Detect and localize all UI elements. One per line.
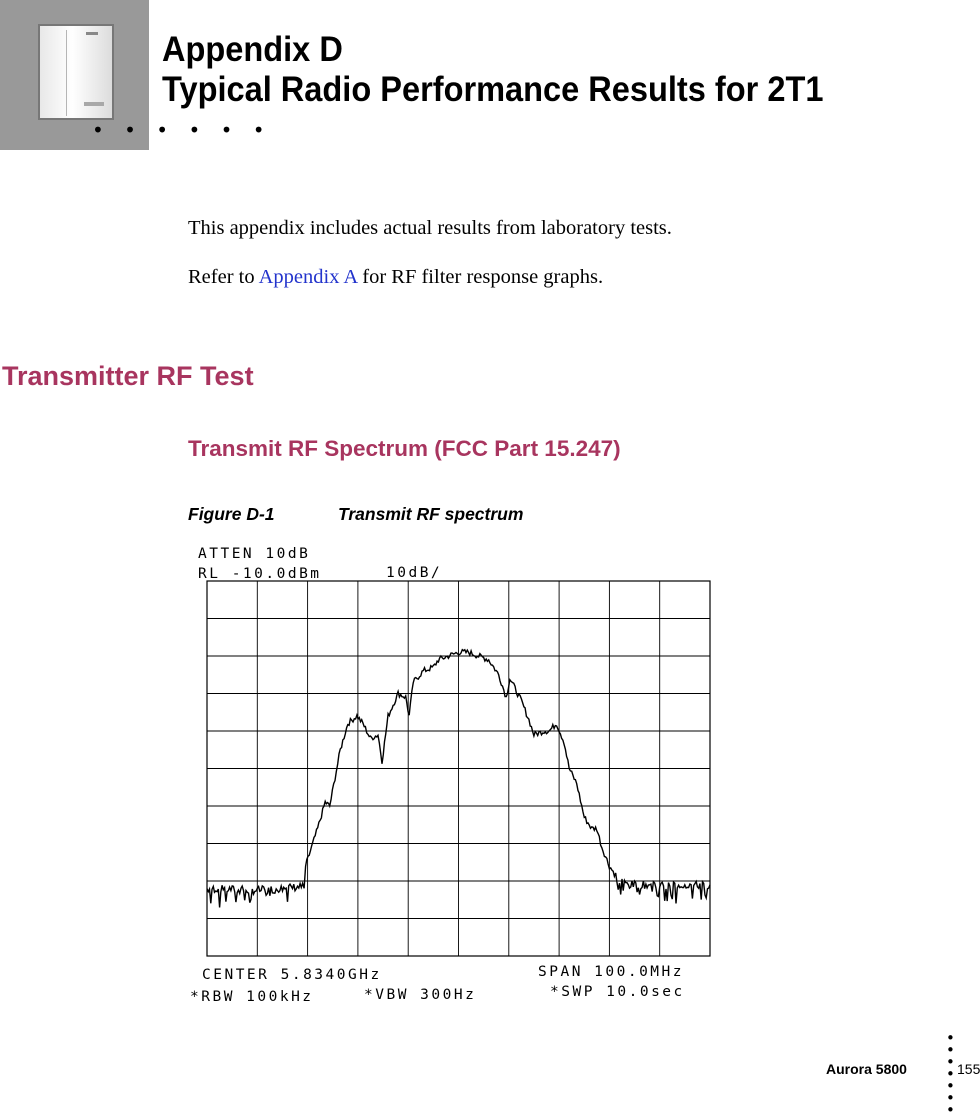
span-readout: SPAN 100.0MHz: [538, 964, 684, 980]
device-seam: [66, 30, 67, 116]
intro-paragraph: This appendix includes actual results fr…: [188, 217, 672, 240]
footer-decorative-dots: • • • • • • •: [946, 1032, 955, 1116]
rbw-readout: *RBW 100kHz: [190, 989, 314, 1005]
ref-level-readout: RL -10.0dBm: [198, 566, 322, 582]
vbw-readout: *VBW 300Hz: [364, 987, 476, 1003]
section-heading: Transmitter RF Test: [2, 361, 254, 392]
center-frequency-readout: CENTER 5.8340GHz: [202, 967, 382, 983]
device-label-plate: [84, 102, 104, 106]
sweep-readout: *SWP 10.0sec: [550, 984, 685, 1000]
footer-product-name: Aurora 5800: [826, 1061, 907, 1077]
atten-readout: ATTEN 10dB: [198, 546, 310, 562]
reference-suffix: for RF filter response graphs.: [357, 266, 603, 288]
reference-prefix: Refer to: [188, 266, 259, 288]
reference-paragraph: Refer to Appendix A for RF filter respon…: [188, 266, 603, 289]
page-title: Appendix D Typical Radio Performance Res…: [162, 30, 823, 110]
appendix-title-text: Typical Radio Performance Results for 2T…: [162, 70, 823, 110]
footer-page-number: 155: [957, 1061, 980, 1077]
appendix-a-link[interactable]: Appendix A: [259, 266, 358, 288]
figure-number: Figure D-1: [188, 504, 338, 525]
scale-readout: 10dB/: [386, 565, 442, 581]
spectrum-analyzer-plot: ATTEN 10dB RL -10.0dBm 10dB/ CENTER 5.83…: [180, 535, 720, 1005]
subsection-heading: Transmit RF Spectrum (FCC Part 15.247): [188, 436, 621, 462]
device-badge: [86, 32, 98, 35]
radio-device-image: [38, 24, 114, 120]
header-decorative-dots: • • • • • •: [92, 120, 272, 140]
appendix-label: Appendix D: [162, 30, 823, 70]
plot-grid: [207, 581, 710, 956]
figure-title: Transmit RF spectrum: [338, 504, 523, 524]
